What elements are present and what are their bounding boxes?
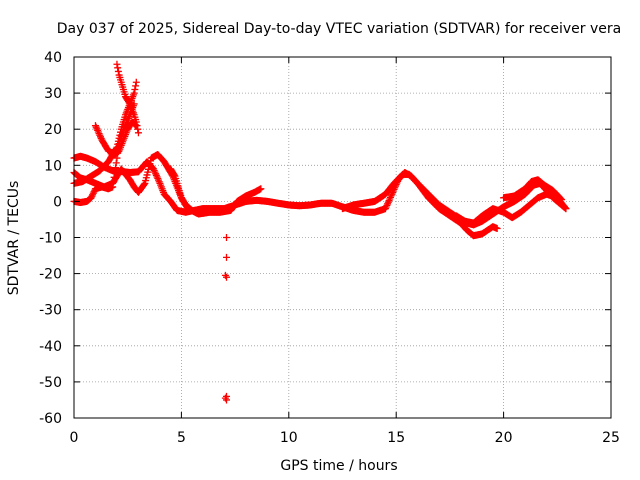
x-tick-label: 25 bbox=[602, 430, 620, 446]
data-point bbox=[91, 122, 99, 130]
data-point bbox=[92, 123, 100, 131]
data-point bbox=[152, 171, 160, 179]
x-tick-label: 15 bbox=[387, 430, 405, 446]
data-point bbox=[556, 194, 564, 202]
data-point bbox=[131, 85, 139, 93]
y-tick-label: -40 bbox=[39, 339, 62, 355]
series-outliers bbox=[221, 234, 231, 404]
data-point bbox=[111, 169, 119, 177]
data-point bbox=[89, 191, 97, 199]
data-point bbox=[387, 192, 395, 200]
axis-ticks bbox=[73, 56, 612, 419]
data-point bbox=[132, 78, 140, 86]
data-point bbox=[112, 164, 120, 172]
data-point bbox=[96, 131, 104, 139]
data-point bbox=[134, 129, 142, 137]
data-point bbox=[132, 118, 140, 126]
data-point bbox=[133, 122, 141, 130]
series-track-c bbox=[70, 150, 196, 214]
data-point bbox=[384, 200, 392, 208]
data-point bbox=[89, 189, 97, 197]
x-axis-label: GPS time / hours bbox=[280, 458, 397, 474]
series-track-h bbox=[339, 170, 501, 240]
data-point bbox=[114, 67, 122, 75]
data-point bbox=[109, 178, 117, 186]
data-point bbox=[110, 173, 118, 181]
data-point bbox=[88, 192, 96, 200]
x-tick-labels: 0 5 10 15 20 25 bbox=[70, 430, 620, 446]
data-point bbox=[257, 185, 265, 193]
data-point bbox=[223, 396, 231, 404]
data-point bbox=[386, 193, 394, 201]
data-point bbox=[382, 203, 390, 211]
data-point bbox=[388, 190, 396, 198]
x-tick-label: 5 bbox=[177, 430, 186, 446]
data-point bbox=[94, 126, 102, 134]
data-point bbox=[384, 198, 392, 206]
y-tick-labels: -60 -50 -40 -30 -20 -10 0 10 20 30 40 bbox=[39, 50, 62, 427]
data-point bbox=[153, 173, 161, 181]
y-tick-label: -50 bbox=[39, 375, 62, 391]
data-point bbox=[170, 171, 178, 179]
data-point bbox=[140, 180, 148, 188]
grid-lines bbox=[74, 57, 611, 418]
series-track-g bbox=[167, 165, 265, 218]
data-point bbox=[385, 197, 393, 205]
data-point bbox=[130, 89, 138, 97]
data-point bbox=[223, 273, 231, 281]
series-track-f bbox=[113, 60, 142, 137]
data-point bbox=[561, 204, 569, 212]
chart-title: Day 037 of 2025, Sidereal Day-to-day VTE… bbox=[57, 21, 621, 37]
y-axis-label: SDTVAR / TECUs bbox=[6, 181, 22, 296]
data-point bbox=[155, 178, 163, 186]
data-point bbox=[151, 168, 159, 176]
data-point bbox=[112, 159, 120, 167]
y-tick-label: 0 bbox=[53, 194, 62, 210]
y-tick-label: 20 bbox=[44, 122, 62, 138]
y-tick-label: -60 bbox=[39, 411, 62, 427]
x-tick-label: 10 bbox=[280, 430, 298, 446]
data-point bbox=[386, 195, 394, 203]
y-tick-label: -20 bbox=[39, 267, 62, 283]
series-track-i bbox=[452, 190, 570, 227]
data-point bbox=[493, 224, 501, 232]
series-track-j bbox=[500, 176, 566, 204]
data-point bbox=[94, 128, 102, 136]
data-point bbox=[132, 82, 140, 90]
data-point bbox=[152, 170, 160, 178]
data-point bbox=[223, 234, 231, 241]
y-tick-label: 10 bbox=[44, 158, 62, 174]
data-point bbox=[93, 125, 101, 133]
data-point bbox=[223, 253, 231, 261]
data-point bbox=[95, 130, 103, 138]
data-point bbox=[383, 201, 391, 209]
data-point bbox=[113, 60, 121, 68]
data-point bbox=[150, 167, 158, 175]
data-point bbox=[381, 205, 389, 213]
y-tick-label: -30 bbox=[39, 303, 62, 319]
data-markers bbox=[70, 60, 570, 404]
data-point bbox=[125, 99, 133, 107]
data-point bbox=[154, 175, 162, 183]
y-tick-label: 40 bbox=[44, 50, 62, 66]
data-point bbox=[87, 194, 95, 202]
data-point bbox=[557, 195, 565, 203]
y-tick-label: 30 bbox=[44, 86, 62, 102]
data-point bbox=[114, 64, 122, 72]
x-tick-label: 0 bbox=[70, 430, 79, 446]
x-tick-label: 20 bbox=[495, 430, 513, 446]
data-point bbox=[109, 183, 117, 191]
data-point bbox=[562, 205, 570, 213]
series-track-e bbox=[91, 118, 140, 158]
y-tick-label: -10 bbox=[39, 231, 62, 247]
data-point bbox=[134, 125, 142, 133]
data-point bbox=[558, 196, 566, 204]
data-point bbox=[96, 133, 104, 141]
data-point bbox=[154, 176, 162, 184]
